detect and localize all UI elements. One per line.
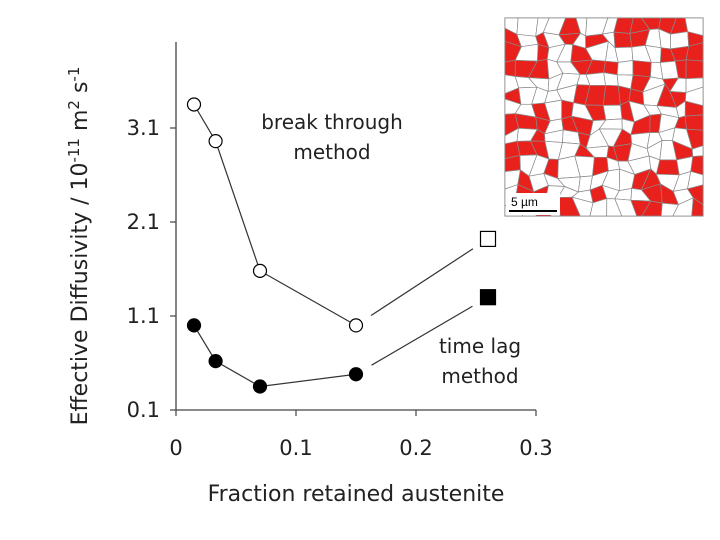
markers [186,97,497,394]
x-tick-label-0: 0 [169,436,182,460]
annotation-time-lag-line1: time lag [439,334,521,358]
tick-labels: 0 0.1 0.2 0.3 0.1 1.1 2.1 3.1 [127,116,553,460]
inset-grain [616,60,634,76]
series-0-point-0 [186,97,202,112]
series-1-line [193,325,357,388]
ticks [170,127,537,416]
series-0-connector [370,248,474,317]
inset-grain [504,59,516,77]
series-1-square-point [479,289,497,306]
inset-grain [504,155,521,172]
inset-grain [613,31,633,49]
annotation-break-through-line2: method [293,140,370,164]
inset-grain [562,129,581,145]
inset-grain [516,17,539,37]
x-tick-label-2: 0.2 [399,436,432,460]
inset-grain [691,197,704,217]
y-axis-title-mid: m [68,110,93,138]
x-tick-label-3: 0.3 [519,436,552,460]
inset-grain [614,46,634,63]
microstructure-inset: 5 µm [504,17,704,217]
y-axis-title: Effective Diffusivity / 10-11 m2 s-1 [65,67,93,426]
series-0-point-3 [348,318,364,333]
inset-scale-label: 5 µm [511,195,538,209]
inset-grain [602,85,621,106]
inset-scale-bg [506,193,560,215]
inset-grain [632,60,652,78]
series-lines [193,104,474,388]
inset-grain [685,59,704,80]
y-tick-label-1: 1.1 [127,304,160,328]
y-axis-title-exp3: -1 [65,67,83,82]
axes [175,42,536,411]
series-1-point-2 [252,379,268,394]
inset-grain [603,72,619,87]
x-tick-label-1: 0.1 [279,436,312,460]
series-0-line [193,104,357,326]
series-1-point-1 [208,354,223,369]
series-1-point-3 [348,367,364,382]
y-axis-title-base: Effective Diffusivity / 10 [68,163,93,426]
x-axis-title: Fraction retained austenite [208,482,505,507]
y-axis-title-exp2: 2 [65,100,83,110]
y-tick-label-2: 2.1 [127,210,160,234]
inset-grains [504,17,704,217]
inset-grain [602,104,623,121]
y-tick-label-0: 0.1 [127,398,160,422]
inset-grain [655,159,680,176]
inset-grain [670,31,690,50]
series-1-point-0 [186,318,202,333]
inset-grain [684,114,704,131]
y-axis-title-exp1: -11 [65,138,83,163]
series-0-square-point [479,230,497,248]
y-tick-label-3: 3.1 [127,116,160,140]
annotation-time-lag-line2: method [441,364,518,388]
y-axis-title-tail: s [68,82,93,100]
series-0-point-2 [252,263,268,278]
series-0-point-1 [208,134,223,149]
inset-grain [585,72,607,86]
series-1-connector [371,305,473,366]
annotation-break-through-line1: break through [261,110,403,134]
